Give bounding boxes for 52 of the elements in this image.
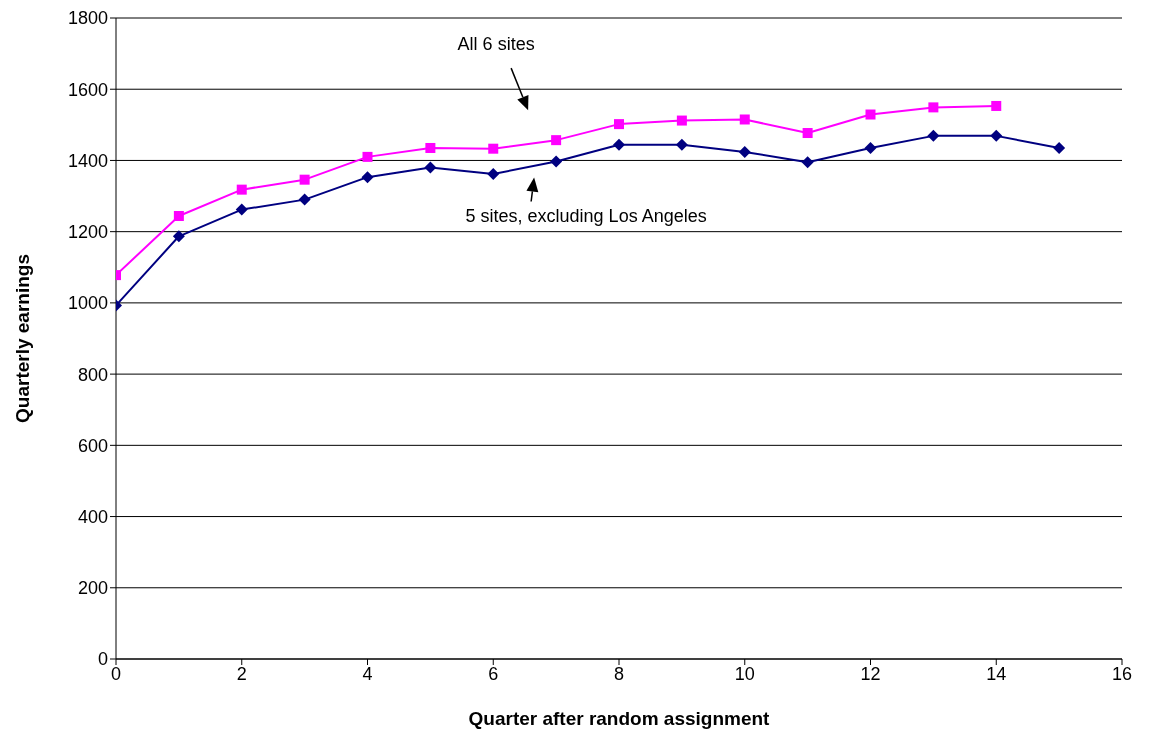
x-tick-label: 10 <box>734 663 755 684</box>
point <box>802 128 813 139</box>
point <box>236 184 247 195</box>
point <box>739 114 750 125</box>
point <box>928 102 939 113</box>
point <box>864 141 877 154</box>
y-tick-label: 800 <box>77 364 108 385</box>
point <box>1053 141 1066 154</box>
y-tick-label: 1400 <box>67 150 108 171</box>
text: All 6 sites <box>457 34 535 55</box>
point <box>990 129 1003 142</box>
point <box>425 142 436 153</box>
y-tick-label: 1000 <box>67 293 108 314</box>
point <box>614 119 624 130</box>
x-tick-label: 14 <box>986 663 1007 684</box>
x-axis-title: Quarter after random assignment <box>468 708 771 729</box>
point <box>801 156 814 169</box>
y-axis-title: Quarterly earnings <box>11 254 33 423</box>
point <box>235 203 248 216</box>
y-tick-label: 400 <box>77 506 108 527</box>
point <box>613 138 625 151</box>
point <box>927 129 940 142</box>
point <box>551 135 562 146</box>
point <box>173 211 184 221</box>
y-tick-label: 1600 <box>67 79 108 100</box>
point <box>738 145 751 158</box>
series-label: 5 sites, excluding Los Angeles <box>465 205 707 226</box>
y-tick-label: 0 <box>97 649 108 670</box>
point <box>550 155 563 168</box>
point <box>488 143 499 154</box>
point <box>424 161 437 174</box>
y-tick-label: 600 <box>77 435 108 456</box>
x-tick-label: 2 <box>236 663 247 684</box>
point <box>172 230 185 243</box>
x-tick-label: 6 <box>488 663 499 684</box>
x-tick-label: 0 <box>110 663 122 684</box>
y-tick-label: 1200 <box>67 222 108 243</box>
point <box>991 100 1002 111</box>
point <box>361 171 374 184</box>
point <box>298 193 311 206</box>
x-tick-label: 4 <box>362 663 373 684</box>
point <box>865 109 876 120</box>
x-tick-label: 8 <box>613 663 625 684</box>
point <box>675 138 688 151</box>
point <box>362 151 373 162</box>
point <box>487 167 500 180</box>
y-tick-label: 1800 <box>67 8 108 29</box>
x-tick-label: 16 <box>1111 663 1133 684</box>
x-tick-label: 12 <box>860 663 881 684</box>
point <box>299 174 310 185</box>
point <box>676 115 687 126</box>
y-tick-label: 200 <box>77 578 108 599</box>
